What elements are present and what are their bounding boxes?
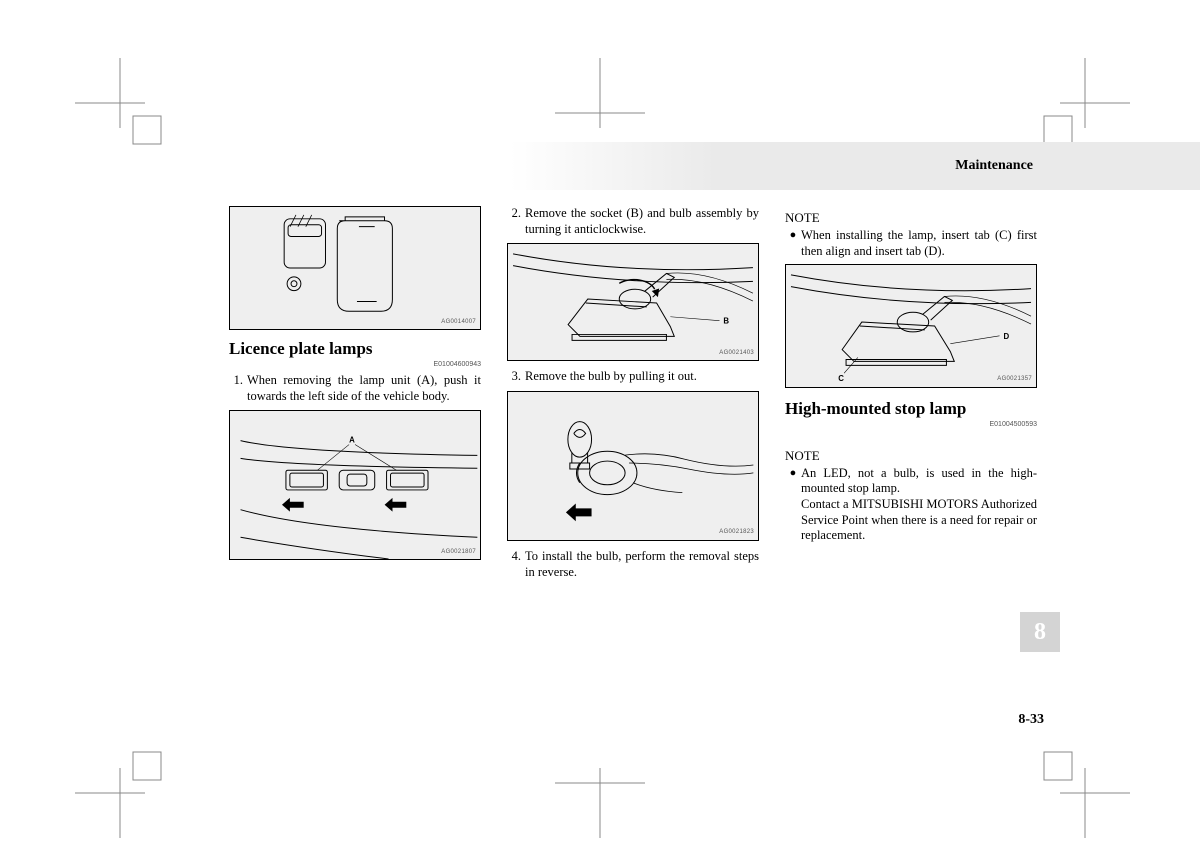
content-area: AG0014007 Licence plate lamps E010046009… (229, 206, 1039, 586)
step-1: 1. When removing the lamp unit (A), push… (229, 373, 481, 404)
step-text: To install the bulb, perform the removal… (525, 549, 759, 580)
figure-label-d: D (1003, 331, 1009, 340)
chapter-number: 8 (1034, 619, 1046, 646)
figure-lamp-removed: AG0014007 (229, 206, 481, 330)
note-text: An LED, not a bulb, is used in the high-… (801, 466, 1037, 544)
chapter-tab: 8 (1020, 612, 1060, 652)
column-1: AG0014007 Licence plate lamps E010046009… (229, 206, 481, 586)
figure-code: AG0014007 (441, 319, 476, 327)
step-number: 3. (507, 369, 525, 385)
figure-label-c: C (838, 374, 844, 383)
figure-code: AG0021403 (719, 350, 754, 358)
figure-code: AG0021357 (997, 376, 1032, 384)
step-text: Remove the bulb by pulling it out. (525, 369, 759, 385)
bullet-icon: ● (785, 466, 801, 544)
figure-bulb-pull: AG0021823 (507, 391, 759, 541)
figure-tab-install: C D AG0021357 (785, 264, 1037, 388)
step-2: 2. Remove the socket (B) and bulb assemb… (507, 206, 759, 237)
note-line-2: Contact a MITSUBISHI MOTORS Authorized S… (801, 497, 1037, 542)
figure-code: AG0021823 (719, 529, 754, 537)
header-section-title: Maintenance (955, 158, 1033, 174)
bullet-icon: ● (785, 228, 801, 259)
section-code: E01004600943 (229, 361, 481, 370)
note-item: ● When installing the lamp, insert tab (… (785, 228, 1037, 259)
step-text: Remove the socket (B) and bulb assembly … (525, 206, 759, 237)
page-number: 8-33 (1018, 712, 1044, 728)
step-text: When removing the lamp unit (A), push it… (247, 373, 481, 404)
note-label: NOTE (785, 448, 1037, 464)
step-number: 4. (507, 549, 525, 580)
column-3: NOTE ● When installing the lamp, insert … (785, 206, 1037, 586)
section-title-high-mounted: High-mounted stop lamp (785, 398, 1037, 419)
note-line-1: An LED, not a bulb, is used in the high-… (801, 466, 1037, 496)
header-band: Maintenance (510, 142, 1200, 190)
step-3: 3. Remove the bulb by pulling it out. (507, 369, 759, 385)
figure-label-b: B (723, 317, 729, 326)
section-code: E01004500593 (785, 421, 1037, 430)
figure-lamp-location: A AG0021807 (229, 410, 481, 560)
section-title-licence-plate: Licence plate lamps (229, 338, 481, 359)
figure-socket-removal: B AG0021403 (507, 243, 759, 361)
figure-label-a: A (349, 436, 355, 445)
note-item: ● An LED, not a bulb, is used in the hig… (785, 466, 1037, 544)
step-number: 1. (229, 373, 247, 404)
step-4: 4. To install the bulb, perform the remo… (507, 549, 759, 580)
note-label: NOTE (785, 210, 1037, 226)
note-text: When installing the lamp, insert tab (C)… (801, 228, 1037, 259)
column-2: 2. Remove the socket (B) and bulb assemb… (507, 206, 759, 586)
figure-code: AG0021807 (441, 549, 476, 557)
step-number: 2. (507, 206, 525, 237)
